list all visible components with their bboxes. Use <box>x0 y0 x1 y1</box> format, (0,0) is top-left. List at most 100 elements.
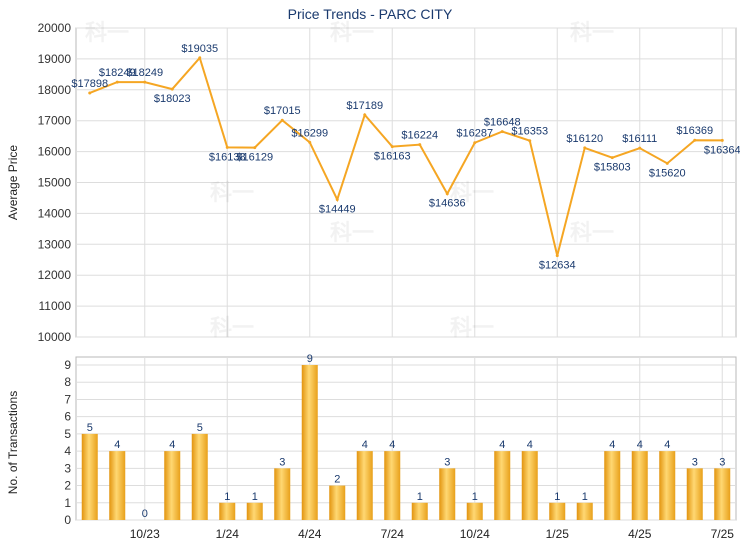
transactions-y-tick-label: 7 <box>64 392 71 406</box>
price-y-tick-label: 15000 <box>38 176 72 190</box>
x-tick-label: 1/25 <box>546 527 570 541</box>
price-point <box>308 140 312 144</box>
transactions-plot-area <box>75 356 737 521</box>
transactions-y-tick-label: 8 <box>64 375 71 389</box>
transaction-data-label: 1 <box>554 491 560 503</box>
price-point <box>555 254 559 258</box>
transaction-data-label: 5 <box>87 422 93 434</box>
transaction-data-label: 3 <box>692 456 698 468</box>
price-y-tick-label: 12000 <box>38 268 72 282</box>
price-point <box>363 113 367 117</box>
price-data-label: $17189 <box>346 100 383 112</box>
transaction-data-label: 2 <box>334 474 340 486</box>
transaction-bar <box>686 468 703 520</box>
price-y-tick-label: 18000 <box>38 83 72 97</box>
x-tick-label: 10/24 <box>460 527 490 541</box>
price-y-tick-label: 13000 <box>38 237 72 251</box>
transaction-data-label: 0 <box>142 508 148 520</box>
price-panel: 10000 11000 12000 13000 14000 15000 16000 17000… <box>6 20 740 344</box>
watermark: 科一 <box>330 220 374 245</box>
transaction-data-label: 3 <box>719 456 725 468</box>
price-point <box>500 130 504 134</box>
transaction-bar <box>384 451 401 520</box>
watermark: 科一 <box>450 315 494 340</box>
transaction-bar <box>246 502 263 520</box>
price-data-label: $16138 <box>209 151 246 163</box>
transaction-data-label: 4 <box>169 439 175 451</box>
watermark: 科一 <box>210 315 254 340</box>
price-point <box>88 91 92 95</box>
transaction-bar <box>274 468 291 520</box>
watermark: 科一 <box>570 220 614 245</box>
price-point <box>720 138 724 142</box>
transaction-bar <box>466 502 483 520</box>
price-point <box>418 143 422 147</box>
transaction-bar <box>631 451 648 520</box>
watermark: 科一 <box>210 180 254 205</box>
transactions-panel: 0 1 2 3 4 5 6 7 8 9 No. of Transactions 5 4 0 4 5 1 1 3 9 2 4… <box>6 353 737 541</box>
price-data-label: $16648 <box>484 117 521 129</box>
price-data-label: $16163 <box>374 151 411 163</box>
transaction-data-label: 1 <box>252 491 258 503</box>
transaction-bar <box>439 468 456 520</box>
price-y-tick-label: 19000 <box>38 52 72 66</box>
price-point <box>198 56 202 60</box>
transaction-data-label: 1 <box>472 491 478 503</box>
price-point <box>390 145 394 149</box>
transactions-y-tick-label: 3 <box>64 461 71 475</box>
x-tick-label: 4/24 <box>298 527 322 541</box>
x-tick-label: 1/24 <box>216 527 240 541</box>
transaction-data-label: 1 <box>582 491 588 503</box>
transaction-bar <box>219 502 236 520</box>
price-point <box>693 138 697 142</box>
transaction-bar <box>329 485 346 520</box>
price-data-label: $16364 <box>704 144 740 156</box>
transaction-data-label: 4 <box>637 439 643 451</box>
price-point <box>610 156 614 160</box>
price-data-label: $18249 <box>99 67 136 79</box>
transaction-data-label: 4 <box>664 439 670 451</box>
price-point <box>225 145 229 149</box>
price-data-label: $16120 <box>566 133 603 145</box>
transaction-data-label: 4 <box>499 439 505 451</box>
price-point <box>280 118 284 122</box>
price-data-label: $16299 <box>291 127 328 139</box>
price-point <box>583 146 587 150</box>
transaction-data-label: 9 <box>307 353 313 365</box>
transaction-data-label: 1 <box>224 491 230 503</box>
price-point <box>253 146 257 150</box>
price-point <box>115 80 119 84</box>
price-data-label: $16287 <box>456 128 493 140</box>
price-y-tick-label: 20000 <box>38 21 72 35</box>
chart-title: Price Trends - PARC CITY <box>287 6 453 22</box>
transactions-y-tick-label: 4 <box>64 444 71 458</box>
transactions-y-tick-label: 5 <box>64 427 71 441</box>
price-data-label: $12634 <box>539 260 576 272</box>
transaction-data-label: 3 <box>444 456 450 468</box>
price-point <box>638 146 642 150</box>
watermark: 科一 <box>450 180 494 205</box>
price-y-axis-label: Average Price <box>6 145 20 220</box>
price-y-tick-label: 16000 <box>38 145 72 159</box>
transaction-data-label: 1 <box>417 491 423 503</box>
x-tick-label: 10/23 <box>130 527 160 541</box>
watermark: 科一 <box>570 20 614 45</box>
price-point <box>445 192 449 196</box>
price-data-label: $15803 <box>594 162 631 174</box>
transaction-data-label: 5 <box>197 422 203 434</box>
price-point <box>473 141 477 145</box>
transactions-y-tick-label: 6 <box>64 410 71 424</box>
price-data-label: $16224 <box>401 130 438 142</box>
price-y-tick-label: 10000 <box>38 330 72 344</box>
transaction-bar <box>191 433 208 520</box>
price-point <box>665 161 669 165</box>
transaction-bar <box>604 451 621 520</box>
x-tick-label: 7/25 <box>711 527 735 541</box>
transaction-bar <box>301 365 318 520</box>
transaction-bar <box>659 451 676 520</box>
price-data-label: $19035 <box>181 43 218 55</box>
transaction-bar <box>109 451 126 520</box>
price-data-label: $14449 <box>319 204 356 216</box>
